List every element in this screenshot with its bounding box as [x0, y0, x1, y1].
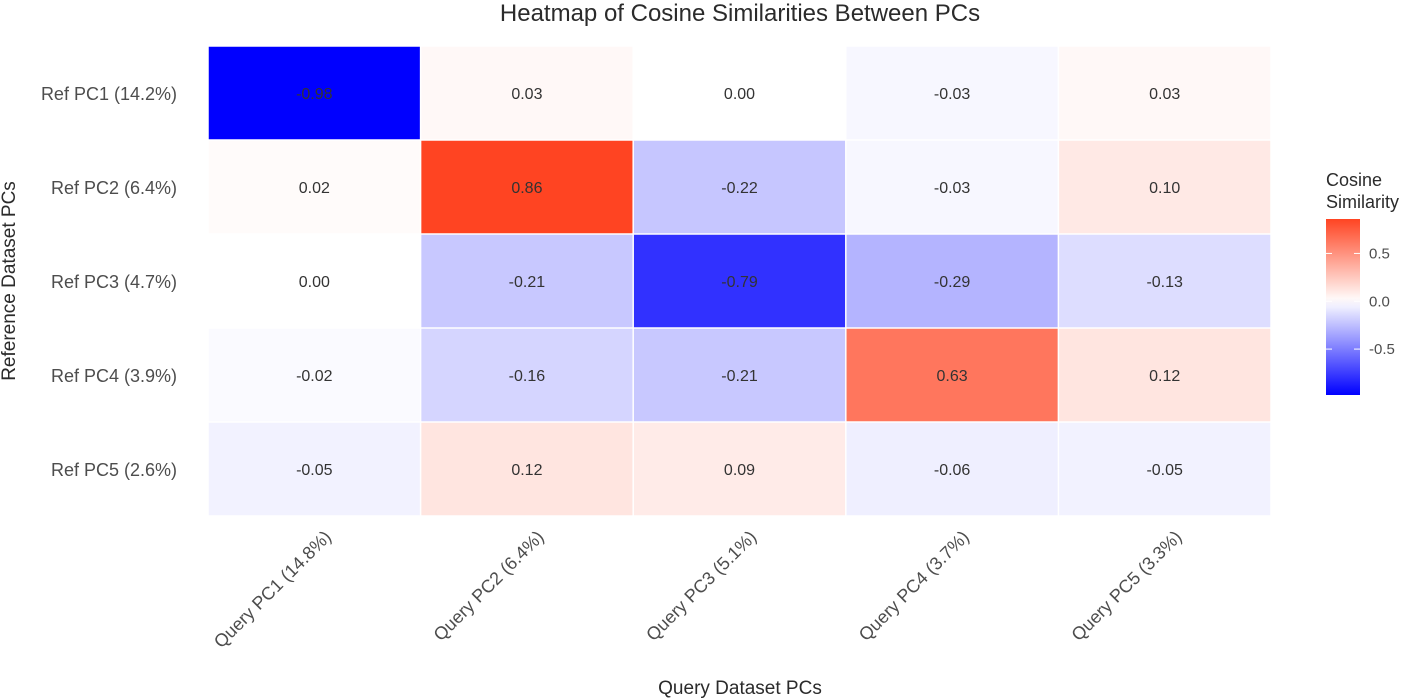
y-tick-label: Ref PC4 (3.9%)	[51, 366, 177, 386]
x-tick-label: Query PC3 (5.1%)	[642, 527, 760, 645]
heatmap-cell	[208, 46, 420, 140]
heatmap-cell	[421, 46, 633, 140]
y-tick-label: Ref PC1 (14.2%)	[41, 84, 177, 104]
cell-value-label: 0.02	[299, 180, 330, 197]
y-tick-label: Ref PC3 (4.7%)	[51, 272, 177, 292]
cell-value-label: -0.21	[721, 368, 758, 385]
heatmap-cells	[208, 46, 1271, 516]
heatmap-cell	[421, 234, 633, 328]
heatmap-cell	[633, 46, 846, 140]
heatmap-cell	[633, 328, 846, 422]
heatmap-cell	[208, 140, 420, 234]
cell-value-label: -0.13	[1146, 274, 1183, 291]
cell-value-label: -0.98	[296, 86, 333, 103]
cell-value-label: 0.12	[511, 462, 542, 479]
cell-value-label: -0.21	[509, 274, 546, 291]
cell-value-label: -0.06	[934, 462, 971, 479]
heatmap-cell	[846, 46, 1058, 140]
cell-value-label: -0.29	[934, 274, 971, 291]
cell-value-label: -0.05	[1146, 462, 1183, 479]
y-axis-title: Reference Dataset PCs	[0, 181, 20, 381]
heatmap-cell	[846, 234, 1058, 328]
x-tick-label: Query PC1 (14.8%)	[210, 527, 335, 652]
heatmap-cell	[208, 234, 420, 328]
heatmap-cell	[208, 328, 420, 422]
legend-title: Cosine Similarity	[1326, 170, 1399, 212]
heatmap-cell	[421, 422, 633, 516]
cell-value-label: 0.03	[1149, 86, 1180, 103]
heatmap-cell	[846, 422, 1058, 516]
color-legend: Cosine Similarity 0.5 0.0 -0.5	[1326, 170, 1399, 395]
x-tick-label: Query PC5 (3.3%)	[1067, 527, 1185, 645]
heatmap-cell-labels: -0.98 0.03 0.00 -0.03 0.03 0.02 0.86 -0.22 -0.03…	[296, 86, 1183, 479]
cell-value-label: -0.16	[509, 368, 546, 385]
y-tick-label: Ref PC2 (6.4%)	[51, 178, 177, 198]
heatmap-cell	[846, 328, 1058, 422]
heatmap-cell	[1059, 422, 1271, 516]
cell-value-label: 0.03	[511, 86, 542, 103]
cell-value-label: 0.63	[937, 368, 968, 385]
x-axis-tick-labels: Query PC1 (14.8%) Query PC2 (6.4%) Query P…	[210, 527, 1186, 652]
legend-tick-label: -0.5	[1369, 341, 1395, 358]
heatmap-cell	[1059, 140, 1271, 234]
legend-tick-labels: 0.5 0.0 -0.5	[1326, 245, 1395, 358]
y-tick-label: Ref PC5 (2.6%)	[51, 460, 177, 480]
cell-value-label: -0.03	[934, 180, 971, 197]
y-axis-tick-labels: Ref PC1 (14.2%) Ref PC2 (6.4%) Ref PC3 (4.…	[41, 84, 177, 480]
legend-colorbar	[1326, 219, 1360, 395]
chart-title: Heatmap of Cosine Similarities Between P…	[500, 0, 980, 27]
cell-value-label: -0.03	[934, 86, 971, 103]
cell-value-label: 0.10	[1149, 180, 1180, 197]
cell-value-label: 0.12	[1149, 368, 1180, 385]
heatmap-cell	[846, 140, 1058, 234]
heatmap-cell	[633, 422, 846, 516]
cell-value-label: -0.05	[296, 462, 333, 479]
cell-value-label: 0.00	[299, 274, 330, 291]
x-tick-label: Query PC4 (3.7%)	[855, 527, 973, 645]
x-axis-title: Query Dataset PCs	[658, 678, 822, 699]
cell-value-label: -0.79	[721, 274, 758, 291]
heatmap-cell	[633, 140, 846, 234]
cell-value-label: 0.09	[724, 462, 755, 479]
heatmap-cell	[1059, 46, 1271, 140]
heatmap-cell	[421, 328, 633, 422]
cell-value-label: 0.86	[511, 180, 542, 197]
cell-value-label: -0.22	[721, 180, 758, 197]
x-tick-label: Query PC2 (6.4%)	[430, 527, 548, 645]
legend-tick-label: 0.0	[1369, 293, 1390, 310]
legend-tick-label: 0.5	[1369, 245, 1390, 262]
cell-value-label: -0.02	[296, 368, 333, 385]
heatmap-cell	[1059, 328, 1271, 422]
cell-value-label: 0.00	[724, 86, 755, 103]
heatmap-cell	[421, 140, 633, 234]
heatmap-cell	[208, 422, 420, 516]
heatmap-cell	[633, 234, 846, 328]
heatmap-cell	[1059, 234, 1271, 328]
